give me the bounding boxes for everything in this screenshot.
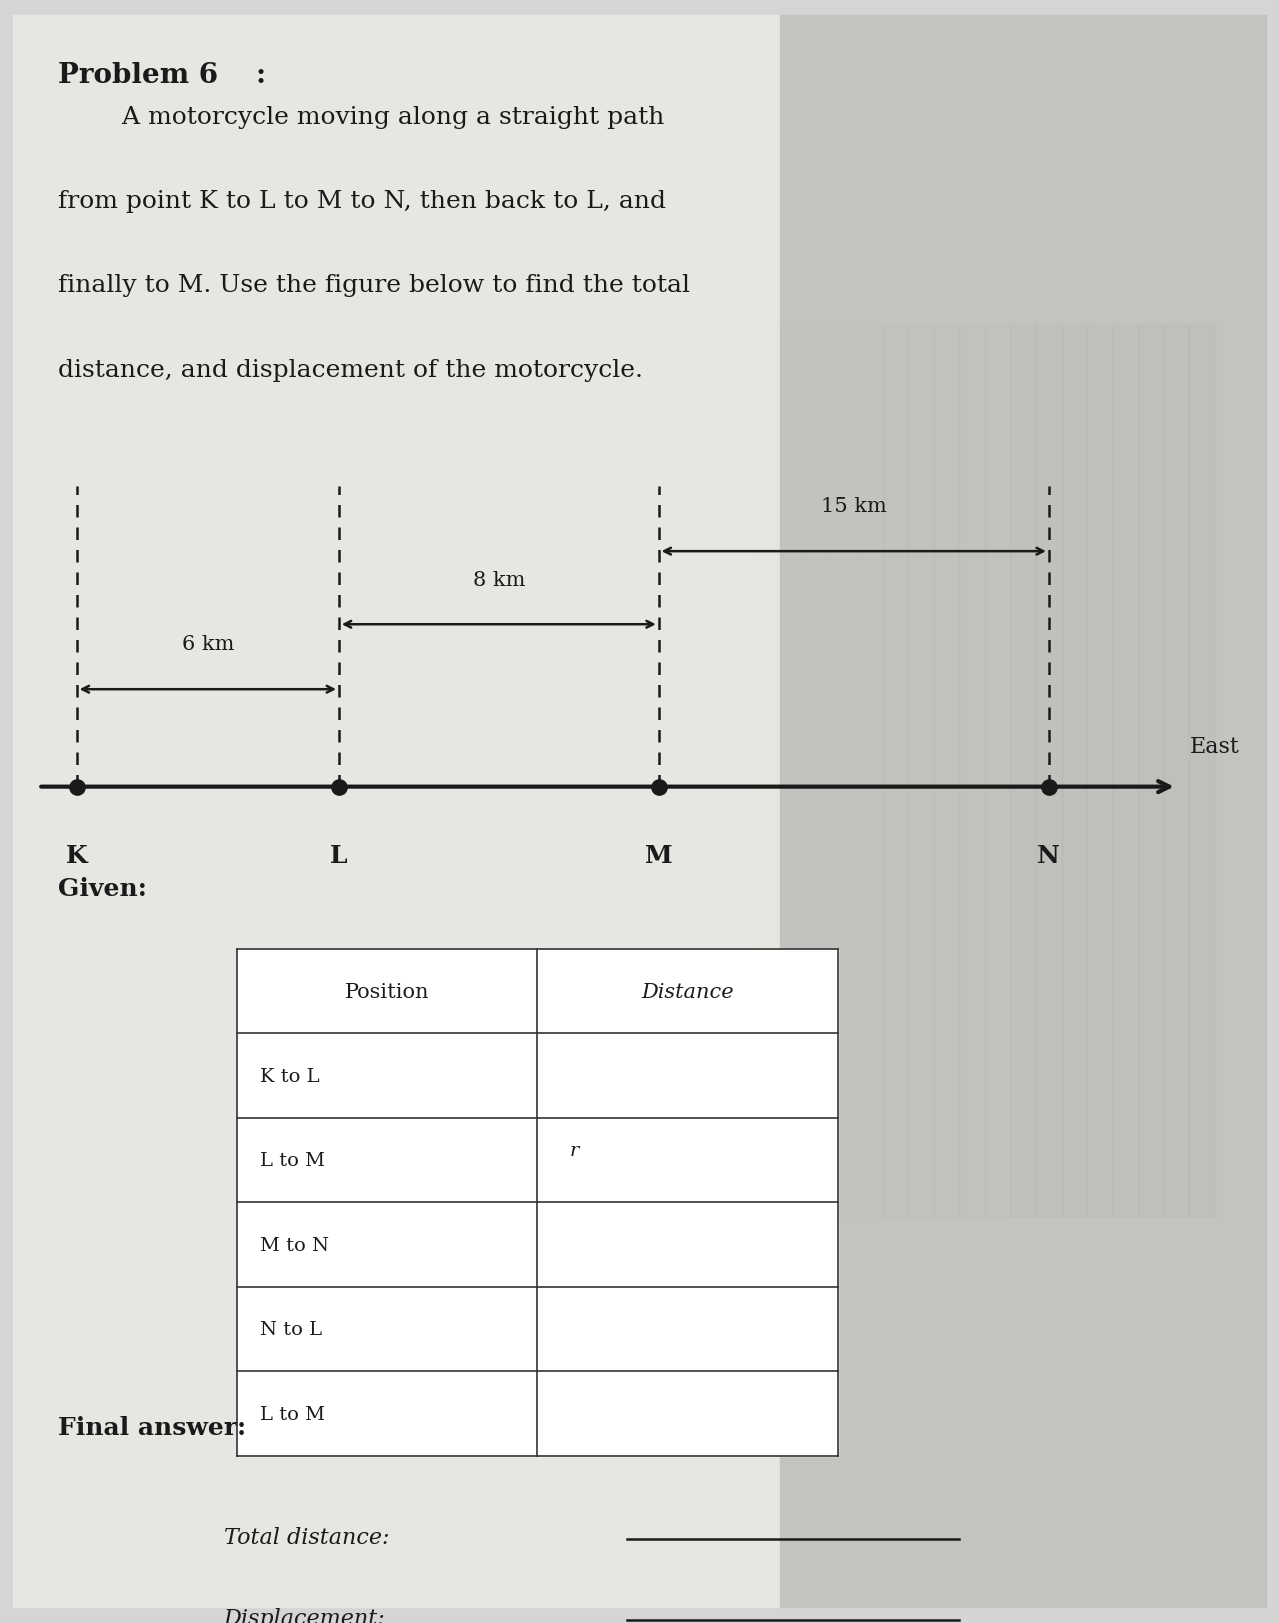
Bar (237, 949, 838, 1456)
Text: Given:: Given: (58, 876, 146, 901)
Bar (1138, 325, 1164, 1217)
Bar (883, 325, 908, 1217)
Text: L: L (330, 844, 348, 868)
Text: r: r (569, 1141, 578, 1160)
Bar (13, 16, 780, 1607)
Bar (1087, 325, 1113, 1217)
Text: 8 km: 8 km (472, 570, 526, 589)
Bar (908, 325, 934, 1217)
Text: 6 km: 6 km (182, 635, 234, 654)
Text: M to N: M to N (260, 1235, 329, 1255)
Bar (1062, 325, 1087, 1217)
Text: :: : (256, 62, 266, 89)
Bar (1164, 325, 1189, 1217)
Bar (1113, 325, 1138, 1217)
Bar (959, 325, 985, 1217)
Bar (1036, 325, 1062, 1217)
Text: Position: Position (344, 982, 430, 1001)
Text: Distance: Distance (641, 982, 734, 1001)
Bar (755, 325, 780, 1217)
Text: L to M: L to M (260, 1151, 325, 1170)
Bar (780, 325, 806, 1217)
Text: East: East (1189, 735, 1239, 758)
Text: A motorcycle moving along a straight path: A motorcycle moving along a straight pat… (58, 105, 664, 128)
Text: finally to M. Use the figure below to find the total: finally to M. Use the figure below to fi… (58, 274, 689, 297)
Text: Total distance:: Total distance: (224, 1526, 389, 1548)
Text: K: K (65, 844, 88, 868)
Text: distance, and displacement of the motorcycle.: distance, and displacement of the motorc… (58, 359, 642, 381)
Text: N to L: N to L (260, 1319, 322, 1339)
Bar (985, 325, 1010, 1217)
Bar (729, 325, 755, 1217)
Text: from point K to L to M to N, then back to L, and: from point K to L to M to N, then back t… (58, 190, 665, 213)
Bar (857, 325, 883, 1217)
Bar (831, 325, 857, 1217)
Text: 15 km: 15 km (821, 497, 886, 516)
Bar (703, 325, 729, 1217)
Text: K to L: K to L (260, 1066, 320, 1086)
Bar (780, 16, 1266, 1607)
Text: Final answer:: Final answer: (58, 1415, 246, 1440)
Bar (1010, 325, 1036, 1217)
Text: L to M: L to M (260, 1404, 325, 1423)
Text: N: N (1037, 844, 1060, 868)
Bar (934, 325, 959, 1217)
Text: Displacement:: Displacement: (224, 1607, 385, 1623)
Bar (1189, 325, 1215, 1217)
Text: M: M (645, 844, 673, 868)
Bar (806, 325, 831, 1217)
Text: Problem 6: Problem 6 (58, 62, 217, 89)
